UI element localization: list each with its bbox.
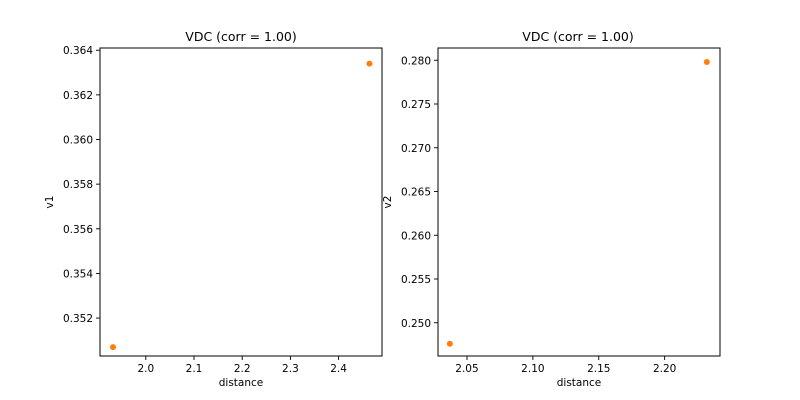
x-tick-label: 2.20 xyxy=(653,363,676,375)
y-ticks: 0.250 0.255 0.260 0.265 0.270 0.275 0.280 xyxy=(401,55,438,330)
data-points xyxy=(110,60,373,351)
chart-panel-v2: VDC (corr = 1.00) 2.05 2.10 2.15 2.20 0.250… xyxy=(382,29,721,389)
y-tick-label: 0.275 xyxy=(401,99,431,111)
plot-frame xyxy=(437,47,721,357)
y-tick-label: 0.265 xyxy=(401,187,431,199)
x-tick-label: 2.0 xyxy=(137,363,154,375)
y-tick-label: 0.270 xyxy=(401,143,431,155)
plot-frame xyxy=(99,47,383,357)
scatter-point xyxy=(366,60,373,67)
y-tick-label: 0.354 xyxy=(63,268,93,280)
chart-title: VDC (corr = 1.00) xyxy=(185,29,296,44)
y-ticks: 0.352 0.354 0.356 0.358 0.360 0.362 0.364 xyxy=(63,45,100,325)
chart-panel-v1: VDC (corr = 1.00) 2.0 2.1 2.2 2.3 2.4 0.3520… xyxy=(44,29,383,389)
y-tick-label: 0.255 xyxy=(401,274,431,286)
y-tick-label: 0.352 xyxy=(63,313,93,325)
x-ticks: 2.05 2.10 2.15 2.20 xyxy=(455,356,676,375)
x-axis-label: distance xyxy=(219,377,264,389)
y-tick-label: 0.250 xyxy=(401,318,431,330)
x-ticks: 2.0 2.1 2.2 2.3 2.4 xyxy=(137,356,347,375)
y-axis-label: v1 xyxy=(44,196,56,209)
y-tick-label: 0.362 xyxy=(63,90,93,102)
scatter-point xyxy=(446,340,453,347)
y-tick-label: 0.356 xyxy=(63,224,93,236)
y-tick-label: 0.260 xyxy=(401,230,431,242)
x-tick-label: 2.1 xyxy=(186,363,203,375)
scatter-point xyxy=(703,59,710,65)
y-axis-label: v2 xyxy=(382,196,394,209)
x-tick-label: 2.2 xyxy=(234,363,251,375)
data-points xyxy=(446,59,710,347)
x-tick-label: 2.3 xyxy=(282,363,299,375)
y-tick-label: 0.280 xyxy=(401,55,431,67)
y-tick-label: 0.358 xyxy=(63,179,93,191)
y-tick-label: 0.360 xyxy=(63,135,93,147)
chart-title: VDC (corr = 1.00) xyxy=(522,29,633,44)
x-tick-label: 2.10 xyxy=(521,363,544,375)
x-axis-label: distance xyxy=(557,377,602,389)
scatter-point xyxy=(110,344,117,351)
x-tick-label: 2.05 xyxy=(455,363,478,375)
x-tick-label: 2.4 xyxy=(330,363,347,375)
y-tick-label: 0.364 xyxy=(63,45,93,57)
x-tick-label: 2.15 xyxy=(587,363,610,375)
